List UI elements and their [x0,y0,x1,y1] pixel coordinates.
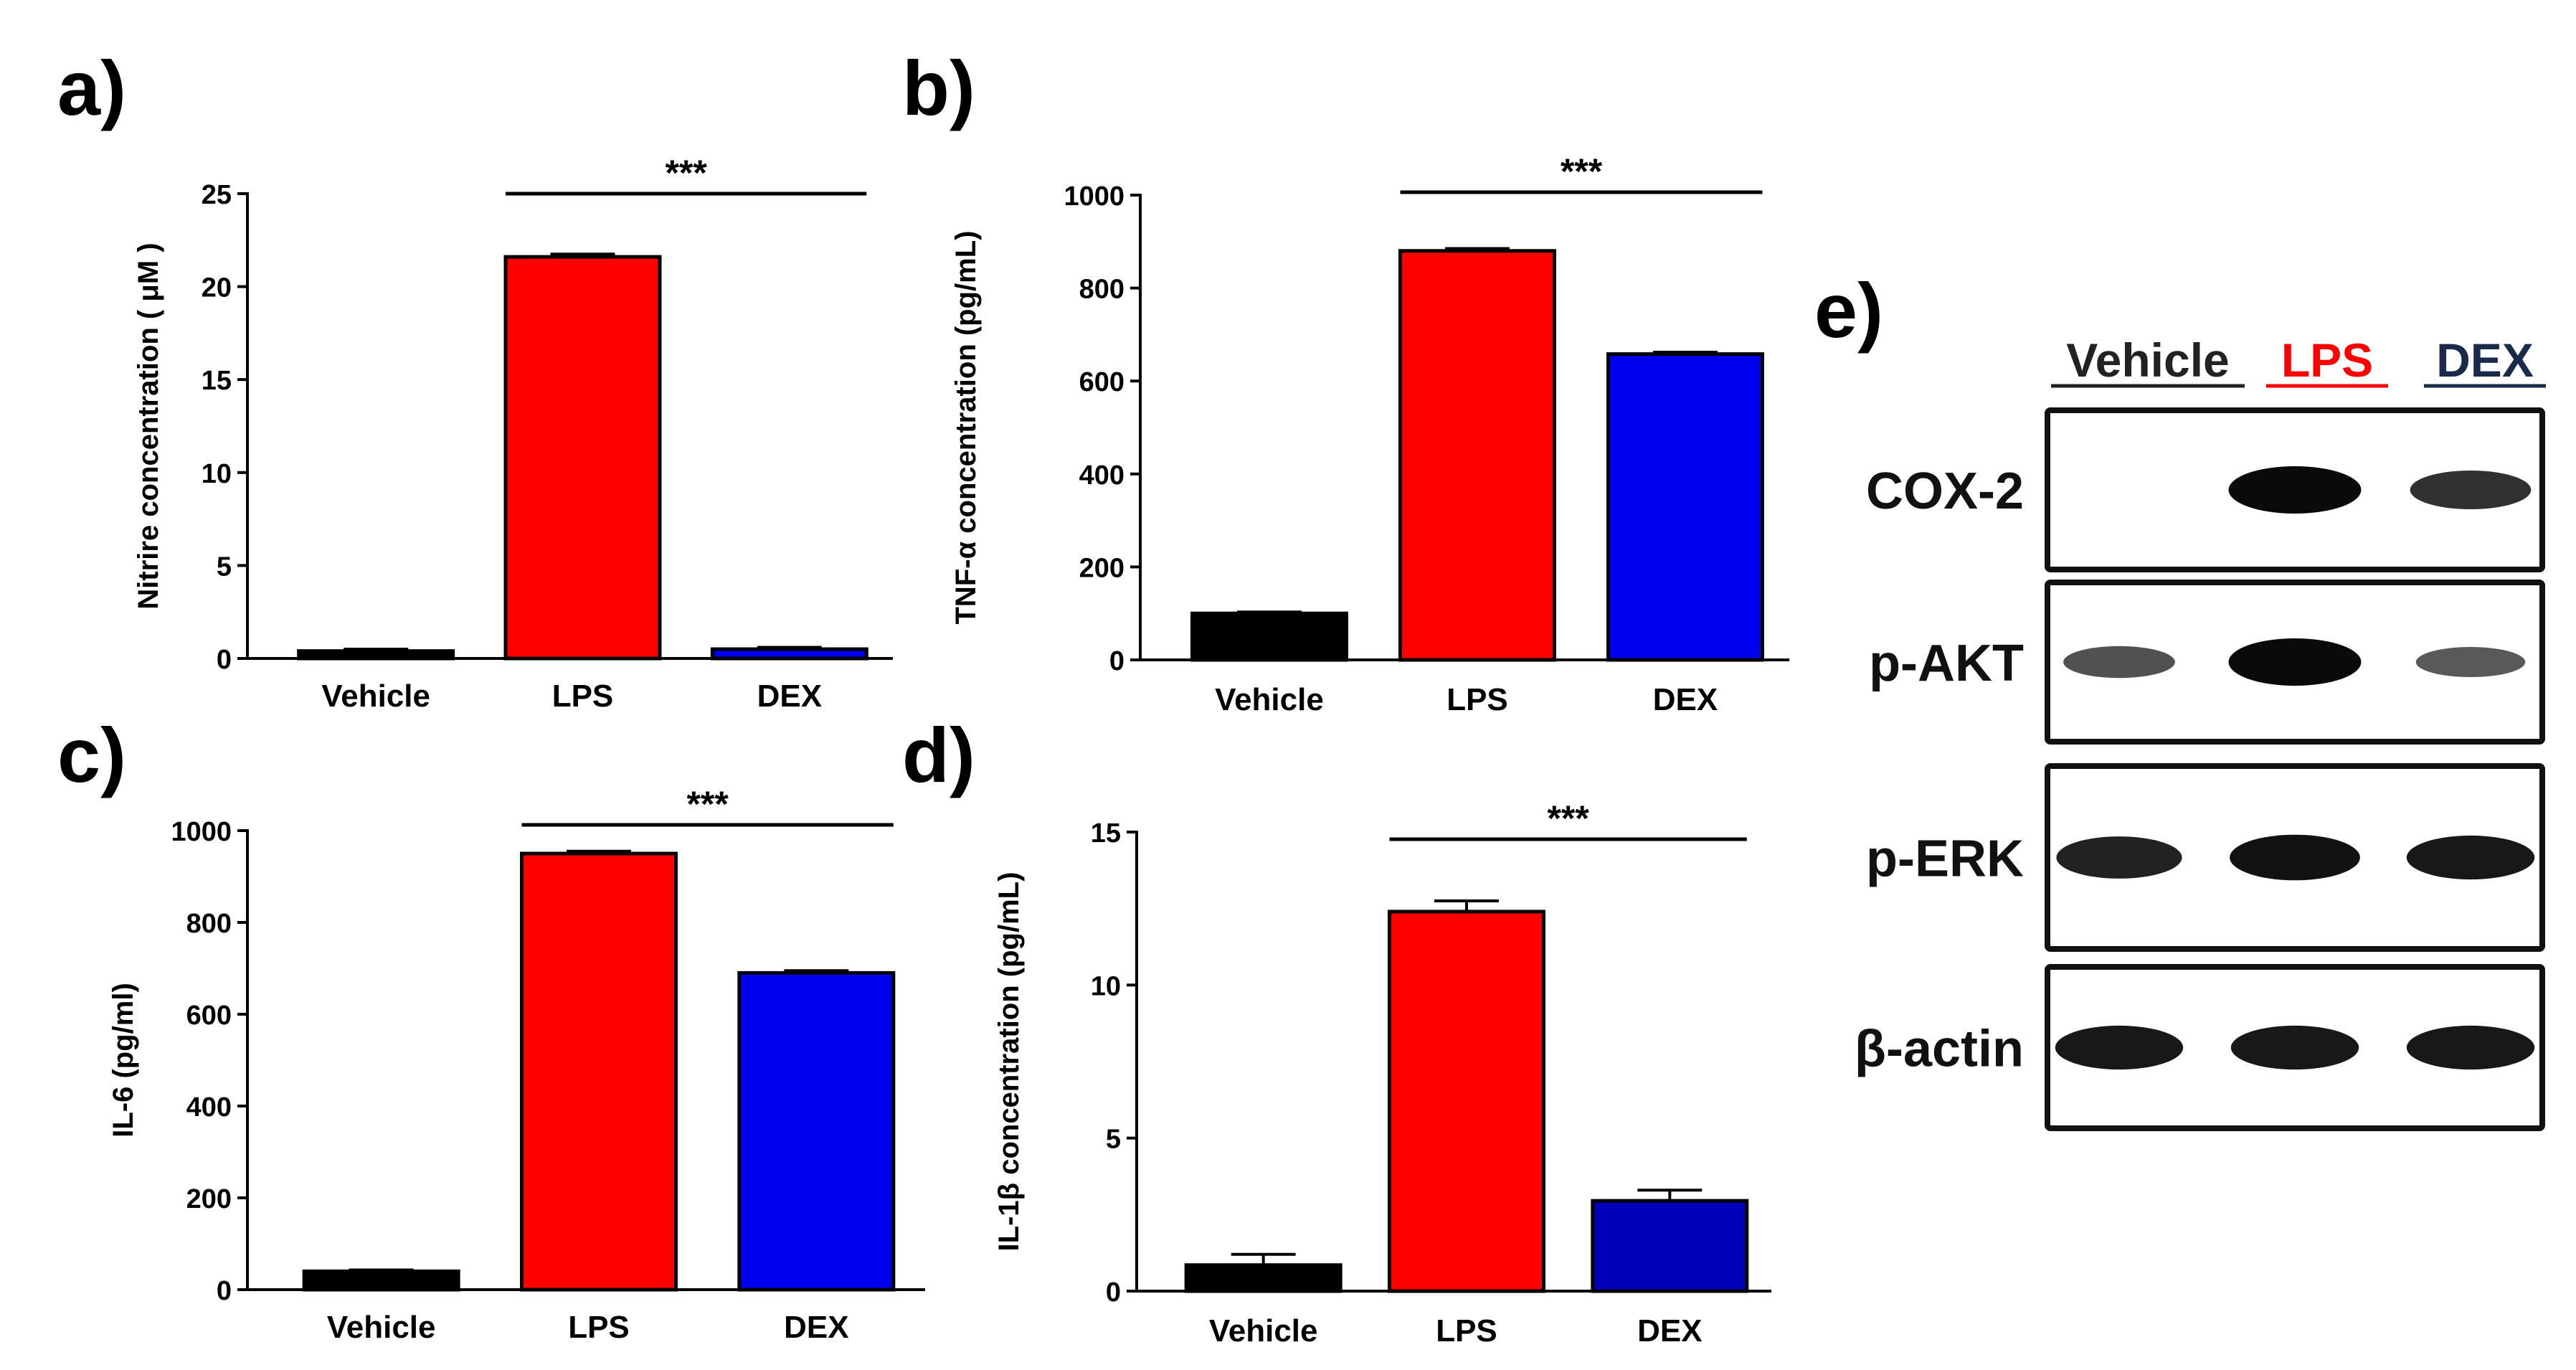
y-tick-label: 0 [1106,1277,1121,1308]
blot-band [2230,1025,2359,1070]
y-tick-label: 20 [202,273,232,303]
category-label: LPS [1436,1313,1497,1348]
panel-label: a) [57,44,126,131]
blot-band [2228,466,2362,514]
category-label: Vehicle [1209,1313,1318,1348]
y-tick-label: 400 [1079,460,1124,491]
y-axis-label: Nitrire concentration ( μM ) [133,242,164,609]
y-tick-label: 25 [202,180,232,210]
lane-label-dex: DEX [2436,334,2534,387]
category-label: LPS [1446,682,1508,717]
y-axis-label: TNF-α concentration (pg/mL) [950,231,982,625]
category-label: DEX [1637,1313,1702,1348]
bar-lps [520,851,678,1292]
bar-vehicle [297,649,455,661]
blot-band [2406,1025,2535,1070]
bar-dex [1606,352,1764,662]
lane-label-vehicle: Vehicle [2066,334,2230,387]
bar-lps [503,255,662,661]
bar-lps [1398,249,1556,662]
western-blot-panel-e: e) Vehicle LPS DEX COX-2 p-AKT p-ERK β-actin [1814,267,2546,1131]
panel-label: e) [1814,267,1883,354]
bar-dex [710,647,868,661]
protein-label: p-ERK [1866,831,2024,888]
y-axis-label: IL-6 (pg/ml) [108,983,139,1138]
lane-label-lps: LPS [2281,334,2373,387]
significance-marker: *** [665,153,707,193]
y-tick-label: 600 [186,1001,232,1031]
y-tick-label: 400 [186,1092,232,1123]
y-tick-label: 200 [1079,553,1124,583]
category-label: Vehicle [321,679,430,714]
y-tick-label: 0 [217,645,232,675]
category-label: DEX [1653,682,1718,717]
chart-panel-d: d) 0 5 10 15 IL-1β concentration (pg/mL) Vehic… [902,712,1771,1348]
y-tick-label: 0 [217,1276,232,1306]
blot-band [2056,836,2182,879]
y-tick-label: 1000 [171,817,232,847]
blot-band [2406,835,2535,880]
chart-panel-b: b) 0 200 400 600 800 1000 TNF-α concentration (… [902,44,1789,717]
y-tick-label: 5 [1106,1125,1121,1155]
y-tick-label: 0 [1109,646,1124,676]
y-tick-label: 15 [1091,818,1121,849]
protein-label: p-AKT [1869,635,2024,692]
significance-marker: *** [686,784,729,824]
bar-vehicle [1184,1263,1343,1293]
chart-panel-c: c) 0 200 400 600 800 1000 IL-6 (pg/ml) Vehicle LP… [57,712,925,1345]
bar-vehicle [1190,611,1348,662]
y-tick-label: 800 [1079,275,1124,305]
category-label: DEX [784,1310,848,1345]
category-label: LPS [568,1310,630,1345]
y-tick-label: 15 [202,366,232,396]
y-tick-label: 800 [186,909,232,939]
bar-lps [1388,910,1545,1293]
blot-band [2228,638,2362,686]
y-tick-label: 5 [217,552,232,582]
bar-dex [737,970,896,1292]
bar-vehicle [302,1269,460,1292]
y-tick-label: 10 [1091,971,1121,1001]
blot-band [2410,471,2532,509]
panel-label: b) [902,44,975,131]
y-tick-label: 1000 [1064,181,1124,212]
significance-marker: *** [1561,151,1603,192]
category-label: Vehicle [1215,682,1324,717]
protein-label: β-actin [1855,1021,2024,1078]
category-label: Vehicle [327,1310,436,1345]
significance-marker: *** [1547,798,1589,838]
blot-band [2063,646,2175,679]
blot-band [2055,1025,2184,1070]
y-tick-label: 200 [186,1184,232,1214]
category-label: LPS [552,679,614,714]
blot-band [2415,647,2526,677]
bar-dex [1591,1199,1749,1293]
blot-band [2230,834,2360,881]
y-axis-label: IL-1β concentration (pg/mL) [993,872,1025,1252]
y-tick-label: 600 [1079,367,1124,397]
chart-panel-a: a) 0 5 10 15 20 25 Nitrire concentration ( μM )… [57,44,893,714]
category-label: DEX [757,679,822,714]
protein-label: COX-2 [1866,463,2024,520]
panel-label: d) [902,712,975,798]
panel-label: c) [57,712,126,798]
y-tick-label: 10 [202,459,232,489]
